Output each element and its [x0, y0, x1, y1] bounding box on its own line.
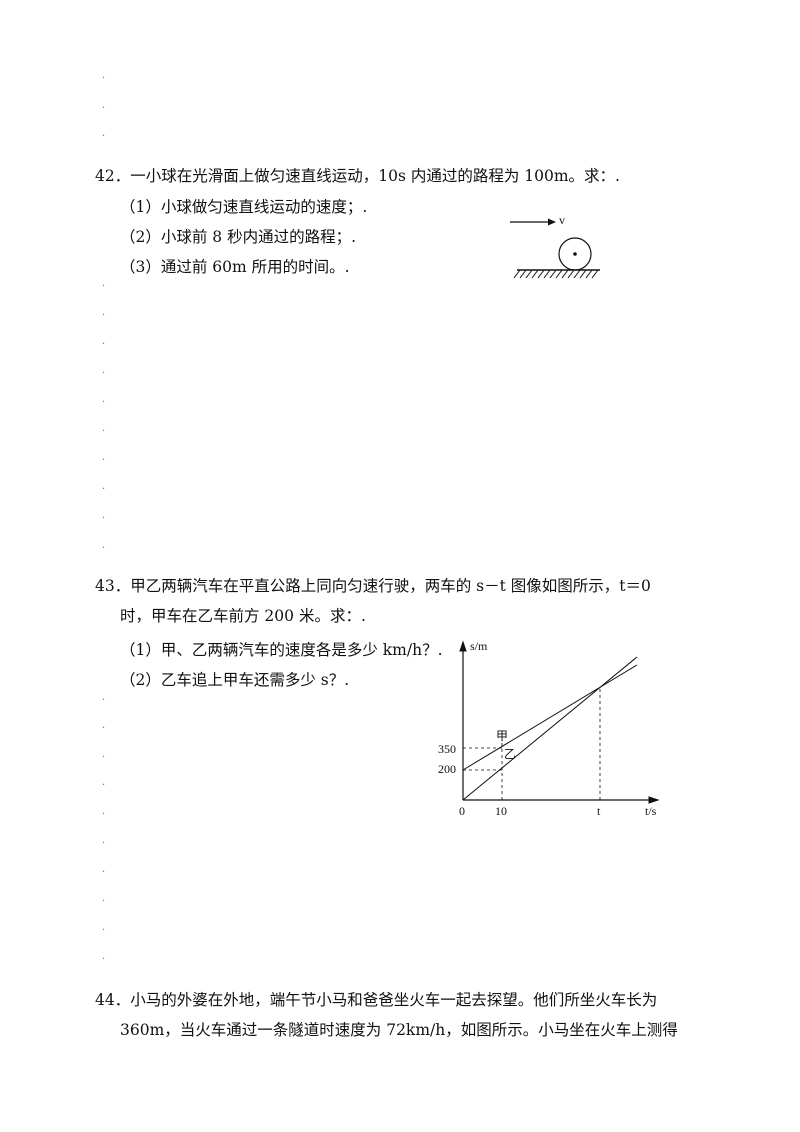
- margin-mark: .: [102, 510, 106, 521]
- margin-mark: .: [102, 394, 106, 405]
- margin-mark: .: [102, 336, 106, 347]
- problem-text: 42．一小球在光滑面上做匀速直线运动，10s 内通过的路程为 100m。求：.: [95, 167, 620, 185]
- tick-label: 0: [459, 804, 465, 818]
- margin-mark: .: [102, 951, 106, 962]
- margin-mark: .: [102, 278, 106, 289]
- problem-part: （3）通过前 60m 所用的时间。.: [120, 258, 350, 276]
- margin-mark: .: [102, 922, 106, 933]
- problem-part: （1）甲、乙两辆汽车的速度各是多少 km/h？.: [120, 641, 443, 659]
- tick-label: 200: [438, 762, 456, 776]
- axis-label: t/s: [645, 804, 657, 818]
- st-graph: s/m t/s 0 10 t 350 200 甲 乙: [438, 639, 660, 818]
- problem-text: 时，甲车在乙车前方 200 米。求：.: [120, 607, 366, 625]
- margin-mark: .: [102, 70, 106, 81]
- ball-figure: v: [510, 213, 600, 279]
- problem-part: （1）小球做匀速直线运动的速度；.: [120, 198, 368, 216]
- tick-label: 350: [438, 742, 456, 756]
- margin-mark: .: [102, 452, 106, 463]
- axis-label: s/m: [470, 639, 488, 653]
- margin-mark: .: [102, 540, 106, 551]
- margin-mark: .: [102, 307, 106, 318]
- margin-mark: .: [102, 835, 106, 846]
- margin-mark: .: [102, 749, 106, 760]
- margin-mark: .: [102, 864, 106, 875]
- margin-mark: .: [102, 777, 106, 788]
- problem-part: （2）乙车追上甲车还需多少 s？.: [120, 671, 350, 689]
- problem-text: 43．甲乙两辆汽车在平直公路上同向匀速行驶，两车的 s－t 图像如图所示，t＝0: [95, 577, 651, 595]
- margin-mark: .: [102, 692, 106, 703]
- problem-text: 44．小马的外婆在外地，端午节小马和爸爸坐火车一起去探望。他们所坐火车长为: [95, 991, 658, 1009]
- margin-mark: .: [102, 893, 106, 904]
- margin-mark: .: [102, 128, 106, 139]
- tick-label: t: [597, 804, 601, 818]
- line-label: 乙: [504, 747, 516, 761]
- problem-part: （2）小球前 8 秒内通过的路程；.: [120, 228, 357, 246]
- margin-mark: .: [102, 481, 106, 492]
- margin-mark: .: [102, 806, 106, 817]
- margin-mark: .: [102, 100, 106, 111]
- margin-mark: .: [102, 365, 106, 376]
- margin-mark: .: [102, 423, 106, 434]
- tick-label: 10: [495, 804, 507, 818]
- line-label: 甲: [496, 729, 508, 743]
- problem-text: 360m，当火车通过一条隧道时速度为 72km/h，如图所示。小马坐在火车上测得: [120, 1021, 678, 1039]
- figure-label: v: [559, 213, 565, 227]
- margin-mark: .: [102, 720, 106, 731]
